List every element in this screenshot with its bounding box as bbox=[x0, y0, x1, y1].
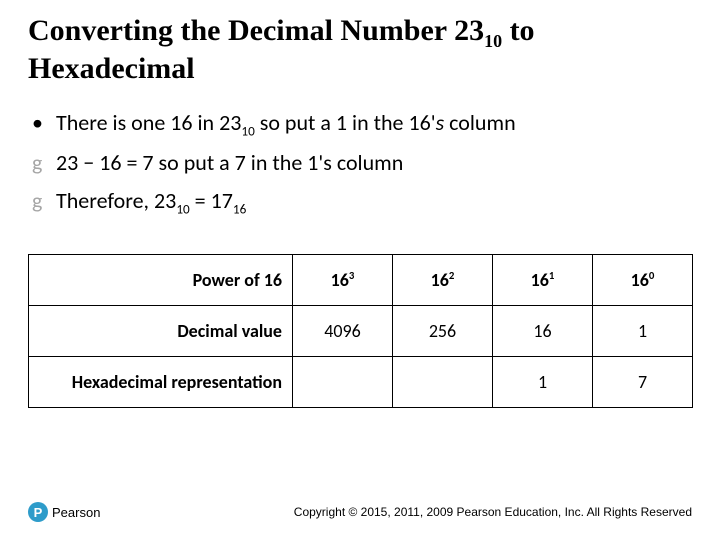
bullet-item-2: g 23 − 16 = 7 so put a 7 in the 1's colu… bbox=[32, 144, 692, 182]
cell: 161 bbox=[493, 254, 593, 305]
table-row-hex: Hexadecimal representation 1 7 bbox=[29, 356, 693, 407]
b1-num-main: 23 bbox=[219, 109, 241, 136]
cell bbox=[393, 356, 493, 407]
cell-sup: 3 bbox=[349, 269, 354, 282]
slide: Converting the Decimal Number 2310 to He… bbox=[0, 0, 720, 540]
b1-mid: so put a 1 in the 16' bbox=[255, 109, 436, 136]
cell: 1 bbox=[493, 356, 593, 407]
b3-b-sub: 16 bbox=[233, 201, 246, 218]
cell: 16 bbox=[493, 305, 593, 356]
row-label: Power of 16 bbox=[29, 254, 293, 305]
cell: 1 bbox=[593, 305, 693, 356]
cell: 162 bbox=[393, 254, 493, 305]
cell-sup: 2 bbox=[449, 269, 454, 282]
cell-base: 16 bbox=[431, 269, 449, 291]
pearson-logo: P Pearson bbox=[28, 502, 100, 522]
b3-mid: = bbox=[190, 187, 211, 214]
bullet-item-1: • There is one 16 in 2310 so put a 1 in … bbox=[32, 104, 692, 144]
cell bbox=[293, 356, 393, 407]
footer: P Pearson Copyright © 2015, 2011, 2009 P… bbox=[0, 502, 720, 522]
cell-sup: 0 bbox=[649, 269, 654, 282]
b1-prefix: There is one 16 in bbox=[56, 109, 219, 136]
cell-base: 16 bbox=[331, 269, 349, 291]
table-row-power: Power of 16 163 162 161 160 bbox=[29, 254, 693, 305]
b1-italic: s bbox=[436, 109, 445, 136]
cell: 4096 bbox=[293, 305, 393, 356]
cell: 160 bbox=[593, 254, 693, 305]
b3-b-main: 17 bbox=[211, 187, 233, 214]
pearson-logo-text: Pearson bbox=[52, 505, 100, 520]
cell-base: 16 bbox=[531, 269, 549, 291]
row-label: Decimal value bbox=[29, 305, 293, 356]
pearson-logo-icon: P bbox=[28, 502, 48, 522]
b3-b: 1716 bbox=[211, 187, 247, 214]
bullet-text: There is one 16 in 2310 so put a 1 in th… bbox=[56, 106, 516, 142]
bullet-text: Therefore, 2310 = 1716 bbox=[56, 184, 246, 220]
slide-title: Converting the Decimal Number 2310 to He… bbox=[28, 14, 692, 86]
title-part1: Converting the Decimal Number bbox=[28, 14, 454, 47]
title-number-sub: 10 bbox=[484, 31, 502, 51]
bullet-item-3: g Therefore, 2310 = 1716 bbox=[32, 182, 692, 222]
conversion-table: Power of 16 163 162 161 160 Decimal valu… bbox=[28, 254, 693, 408]
bullet-marker: g bbox=[32, 146, 56, 180]
row-label: Hexadecimal representation bbox=[29, 356, 293, 407]
title-number: 2310 bbox=[454, 14, 502, 47]
cell: 256 bbox=[393, 305, 493, 356]
b3-prefix: Therefore, bbox=[56, 187, 154, 214]
bullet-marker: g bbox=[32, 184, 56, 218]
b1-num-sub: 10 bbox=[241, 123, 254, 140]
b1-num: 2310 bbox=[219, 109, 255, 136]
cell: 7 bbox=[593, 356, 693, 407]
cell: 163 bbox=[293, 254, 393, 305]
b1-suffix: column bbox=[444, 109, 515, 136]
title-number-main: 23 bbox=[454, 14, 484, 47]
table-row-decimal: Decimal value 4096 256 16 1 bbox=[29, 305, 693, 356]
cell-sup: 1 bbox=[549, 269, 554, 282]
b3-a-sub: 10 bbox=[176, 201, 189, 218]
bullet-text: 23 − 16 = 7 so put a 7 in the 1's column bbox=[56, 146, 403, 180]
cell-base: 16 bbox=[631, 269, 649, 291]
copyright-text: Copyright © 2015, 2011, 2009 Pearson Edu… bbox=[100, 505, 692, 519]
bullet-list: • There is one 16 in 2310 so put a 1 in … bbox=[32, 104, 692, 222]
b3-a-main: 23 bbox=[154, 187, 176, 214]
b3-a: 2310 bbox=[154, 187, 190, 214]
bullet-marker: • bbox=[32, 106, 56, 140]
conversion-table-wrap: Power of 16 163 162 161 160 Decimal valu… bbox=[28, 254, 692, 408]
